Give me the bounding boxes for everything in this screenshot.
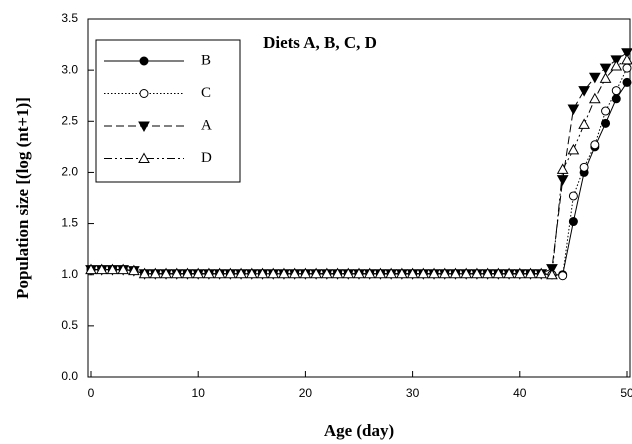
legend-marker — [138, 121, 150, 133]
data-point — [611, 86, 621, 96]
data-point — [622, 63, 632, 73]
chart-title: Diets A, B, C, D — [263, 33, 377, 52]
data-point — [546, 268, 558, 280]
data-point — [149, 267, 162, 279]
data-point — [342, 267, 355, 279]
data-point — [601, 106, 611, 116]
data-point — [417, 267, 430, 279]
data-point — [568, 217, 578, 227]
data-point — [117, 263, 130, 275]
data-point — [513, 267, 526, 279]
data-point — [181, 267, 194, 279]
data-point — [556, 163, 569, 174]
y-tick-label: 2.5 — [61, 113, 78, 127]
data-point — [406, 267, 419, 279]
data-point — [353, 267, 365, 279]
data-point — [481, 267, 494, 279]
x-tick-label: 30 — [406, 386, 420, 400]
legend-label: B — [201, 52, 211, 68]
data-point — [267, 267, 280, 279]
data-point — [235, 267, 247, 279]
data-point — [568, 191, 578, 201]
data-point — [599, 63, 612, 75]
data-point — [567, 104, 580, 116]
x-tick-label: 20 — [299, 386, 313, 400]
data-point — [611, 94, 621, 104]
data-point — [320, 267, 333, 279]
data-point — [503, 267, 515, 279]
data-point — [558, 271, 568, 281]
data-point — [160, 267, 172, 279]
data-point — [385, 267, 398, 279]
data-point — [213, 267, 226, 279]
data-point — [331, 267, 344, 279]
data-point — [579, 162, 589, 172]
data-point — [601, 118, 611, 128]
legend-marker — [139, 56, 149, 66]
data-point — [449, 267, 462, 279]
legend-label: A — [201, 117, 212, 133]
data-point — [224, 267, 237, 279]
legend-label: C — [201, 85, 211, 101]
legend-marker — [139, 89, 149, 98]
data-point — [535, 267, 548, 279]
data-point — [578, 118, 590, 129]
data-point — [203, 267, 215, 279]
data-point — [610, 60, 623, 71]
data-point — [310, 267, 322, 279]
data-point — [438, 267, 451, 279]
data-point — [460, 267, 473, 279]
data-point — [256, 267, 269, 279]
y-tick-label: 1.0 — [61, 267, 78, 281]
data-point — [192, 267, 205, 279]
y-tick-label: 2.0 — [61, 165, 78, 179]
legend-label: D — [201, 150, 212, 166]
data-point — [588, 72, 601, 84]
data-point — [299, 267, 312, 279]
y-tick-label: 1.5 — [61, 216, 78, 230]
legend-marker — [138, 152, 150, 163]
x-tick-label: 40 — [513, 386, 527, 400]
y-tick-label: 0.0 — [61, 369, 78, 383]
data-point — [363, 267, 376, 279]
x-axis-label: Age (day) — [324, 421, 394, 440]
data-point — [428, 267, 440, 279]
data-point — [621, 48, 632, 59]
data-point — [471, 267, 483, 279]
x-tick-label: 50 — [620, 386, 632, 400]
data-point — [556, 175, 569, 186]
data-point — [288, 267, 301, 279]
y-tick-label: 3.0 — [61, 62, 78, 76]
data-point — [85, 263, 97, 275]
data-point — [578, 86, 590, 97]
y-axis-label: Population size [(log (nt+1)] — [13, 97, 32, 299]
data-point — [599, 72, 612, 83]
data-point — [590, 140, 600, 150]
data-point — [278, 267, 290, 279]
data-point — [374, 267, 387, 279]
data-point — [621, 53, 632, 65]
data-point — [128, 264, 140, 276]
data-point — [567, 143, 580, 155]
data-point — [95, 263, 108, 275]
plot-frame — [87, 18, 631, 378]
data-point — [492, 267, 505, 279]
data-point — [245, 267, 258, 279]
data-point — [622, 77, 632, 87]
data-point — [106, 263, 119, 275]
data-point — [396, 267, 408, 279]
x-tick-label: 10 — [192, 386, 206, 400]
y-tick-label: 3.5 — [61, 11, 78, 25]
data-point — [524, 267, 537, 279]
x-tick-label: 0 — [88, 386, 95, 400]
data-point — [138, 267, 151, 279]
data-point — [588, 92, 601, 104]
data-point — [170, 267, 183, 279]
y-tick-label: 0.5 — [61, 318, 78, 332]
